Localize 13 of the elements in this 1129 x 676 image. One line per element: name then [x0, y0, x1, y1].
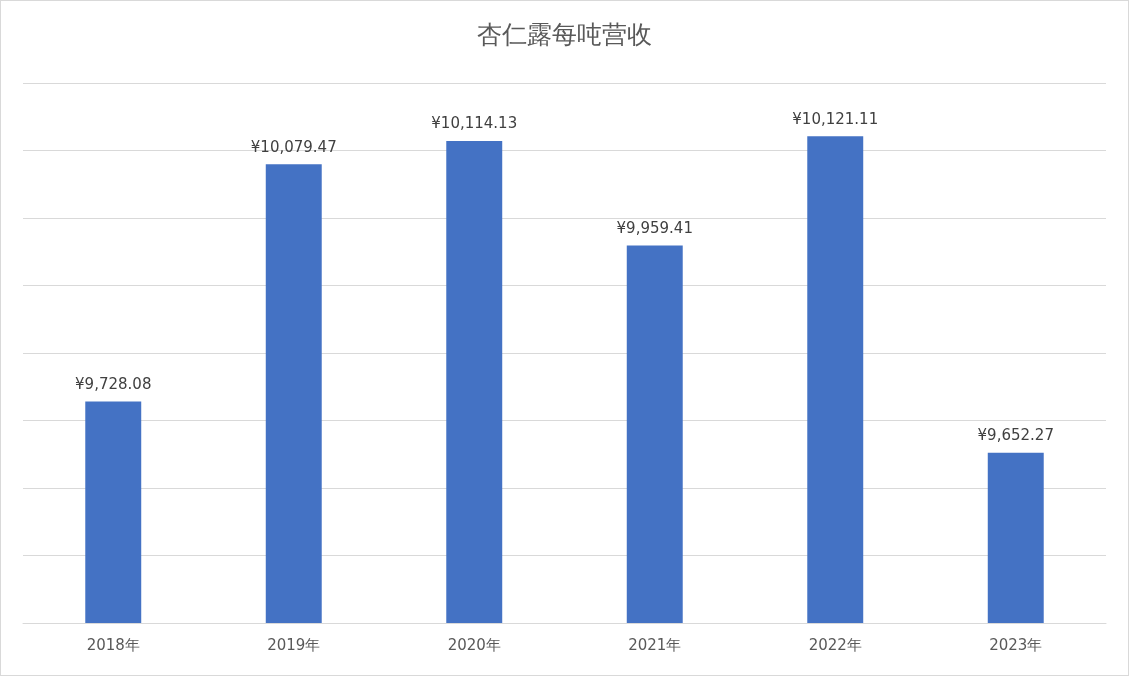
x-tick-label: 2021年 [628, 635, 682, 654]
chart-title: 杏仁露每吨营收 [477, 20, 652, 49]
x-tick-label: 2020年 [447, 635, 501, 654]
x-tick-label: 2019年 [267, 635, 321, 654]
data-label: ¥9,728.08 [75, 375, 152, 394]
x-tick-label: 2018年 [86, 635, 140, 654]
data-label: ¥10,079.47 [250, 137, 337, 156]
data-label: ¥10,114.13 [431, 114, 518, 133]
x-tick-label: 2022年 [808, 635, 862, 654]
data-label: ¥10,121.11 [792, 109, 879, 128]
data-label: ¥9,652.27 [977, 426, 1054, 445]
x-tick-label: 2023年 [989, 635, 1043, 654]
data-label: ¥9,959.41 [616, 218, 693, 237]
